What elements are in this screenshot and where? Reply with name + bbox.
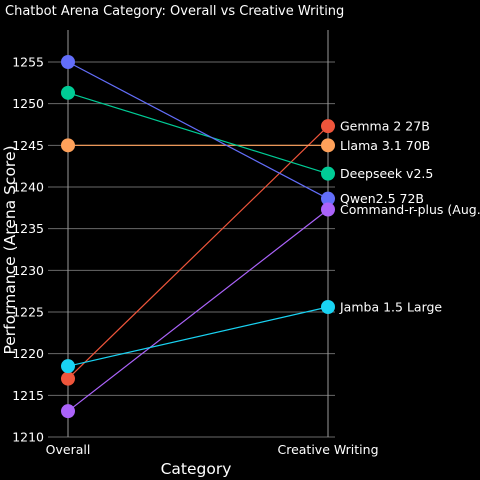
series-label: Command-r-plus (Aug.) (340, 202, 480, 217)
series-labels: Gemma 2 27B Llama 3.1 70B Deepseek v2.5 Qwe… (339, 119, 480, 315)
series-point (61, 55, 75, 69)
series-point (321, 138, 335, 153)
y-tick-label: 1225 (12, 305, 44, 320)
series-line (67, 125, 329, 380)
x-tick-label: Creative Writing (277, 442, 378, 457)
series-point (321, 202, 335, 217)
series-group (61, 55, 335, 419)
series-point (321, 119, 335, 134)
series-point (321, 166, 335, 181)
series-line (67, 61, 329, 200)
y-tick-label: 1255 (12, 55, 44, 70)
chart-title: Chatbot Arena Category: Overall vs Creat… (5, 4, 344, 19)
x-axis-label: Category (161, 460, 232, 478)
y-tick-label: 1220 (12, 346, 44, 361)
series-point (321, 300, 335, 314)
x-tick-label: Overall (46, 442, 91, 457)
y-axis-label: Performance (Arena Score) (1, 145, 19, 354)
series-point (61, 371, 75, 386)
series-point (321, 191, 335, 206)
series-label: Gemma 2 27B (340, 119, 430, 134)
series-point (61, 138, 75, 153)
grid (48, 30, 335, 438)
series-label: Qwen2.5 72B (340, 191, 424, 206)
y-tick-label: 1230 (12, 263, 44, 278)
y-tick-label: 1235 (12, 221, 44, 236)
series-label: Deepseek v2.5 (340, 166, 433, 181)
series-line (67, 92, 329, 175)
x-ticks: Overall Creative Writing (46, 442, 379, 457)
series-line (67, 306, 329, 367)
y-tick-label: 1250 (12, 96, 44, 111)
series-point (61, 85, 75, 100)
series-label: Llama 3.1 70B (340, 138, 430, 153)
series-label: Jamba 1.5 Large (339, 300, 442, 315)
series-point (61, 404, 75, 419)
y-tick-label: 1240 (12, 180, 44, 195)
y-tick-label: 1215 (12, 388, 44, 403)
series-line (67, 209, 329, 412)
y-tick-label: 1245 (12, 138, 44, 153)
y-ticks: 1210 1215 1220 1225 1230 1235 1240 1245 1250 1255 (12, 55, 44, 445)
series-point (61, 359, 75, 374)
y-tick-label: 1210 (12, 430, 44, 445)
